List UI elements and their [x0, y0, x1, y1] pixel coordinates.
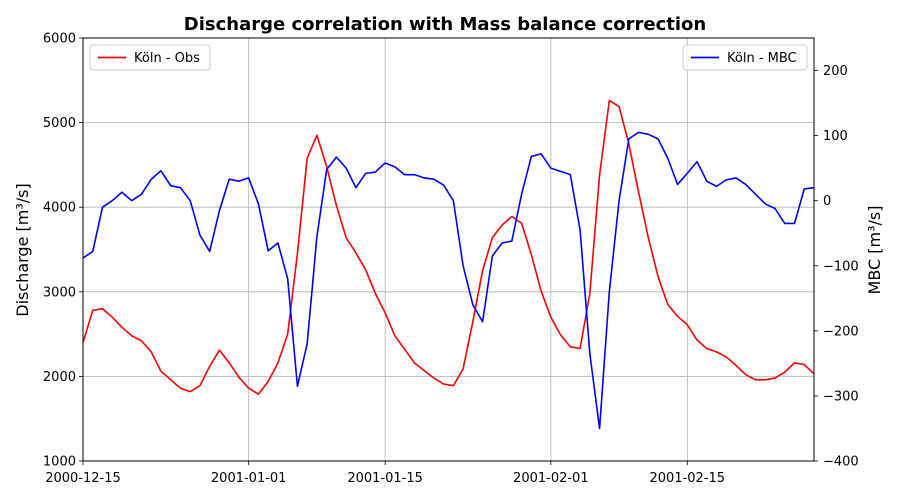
legend-left-label: Köln - Obs	[134, 51, 200, 66]
y-right-tick-label: 0	[823, 194, 831, 209]
y-axis-right: −400 −300 −200 −100 0 100 200	[814, 64, 859, 470]
x-tick-label: 2001-01-15	[347, 471, 423, 486]
y-left-tick-label: 6000	[43, 32, 76, 47]
x-tick-label: 2001-01-01	[211, 471, 287, 486]
series-line-koln-obs	[82, 99, 815, 395]
y-left-tick-label: 1000	[43, 455, 76, 470]
y-axis-left-label: Discharge [m³/s]	[13, 183, 32, 316]
plot-frame	[82, 37, 815, 462]
series-line-koln-mbc	[82, 131, 815, 430]
legend-right: Köln - MBC	[682, 44, 808, 71]
x-tick-label: 2001-02-15	[650, 471, 726, 486]
y-axis-right-label: MBC [m³/s]	[865, 206, 884, 295]
legend-left: Köln - Obs	[89, 44, 211, 71]
y-left-tick-label: 2000	[43, 370, 76, 385]
y-right-tick-label: −100	[823, 259, 859, 274]
y-axis-left: 1000 2000 3000 4000 5000 6000	[43, 32, 83, 470]
y-right-tick-label: 100	[823, 129, 848, 144]
y-right-tick-label: −200	[823, 324, 859, 339]
x-axis: 2000-12-15 2001-01-01 2001-01-15 2001-02-01…	[45, 461, 725, 486]
x-tick-label: 2000-12-15	[45, 471, 121, 486]
legend-right-label: Köln - MBC	[727, 51, 797, 66]
legend-right-box	[682, 44, 808, 71]
y-right-tick-label: 200	[823, 64, 848, 79]
y-left-tick-label: 4000	[43, 201, 76, 216]
chart-title: Discharge correlation with Mass balance …	[184, 14, 706, 35]
grid	[82, 37, 814, 462]
y-left-tick-label: 3000	[43, 285, 76, 300]
legend-left-box	[89, 44, 211, 71]
x-tick-label: 2001-02-01	[513, 471, 589, 486]
y-right-tick-label: −400	[823, 455, 859, 470]
y-left-tick-label: 5000	[43, 116, 76, 131]
series-layer	[82, 99, 815, 430]
y-right-tick-label: −300	[823, 389, 859, 404]
